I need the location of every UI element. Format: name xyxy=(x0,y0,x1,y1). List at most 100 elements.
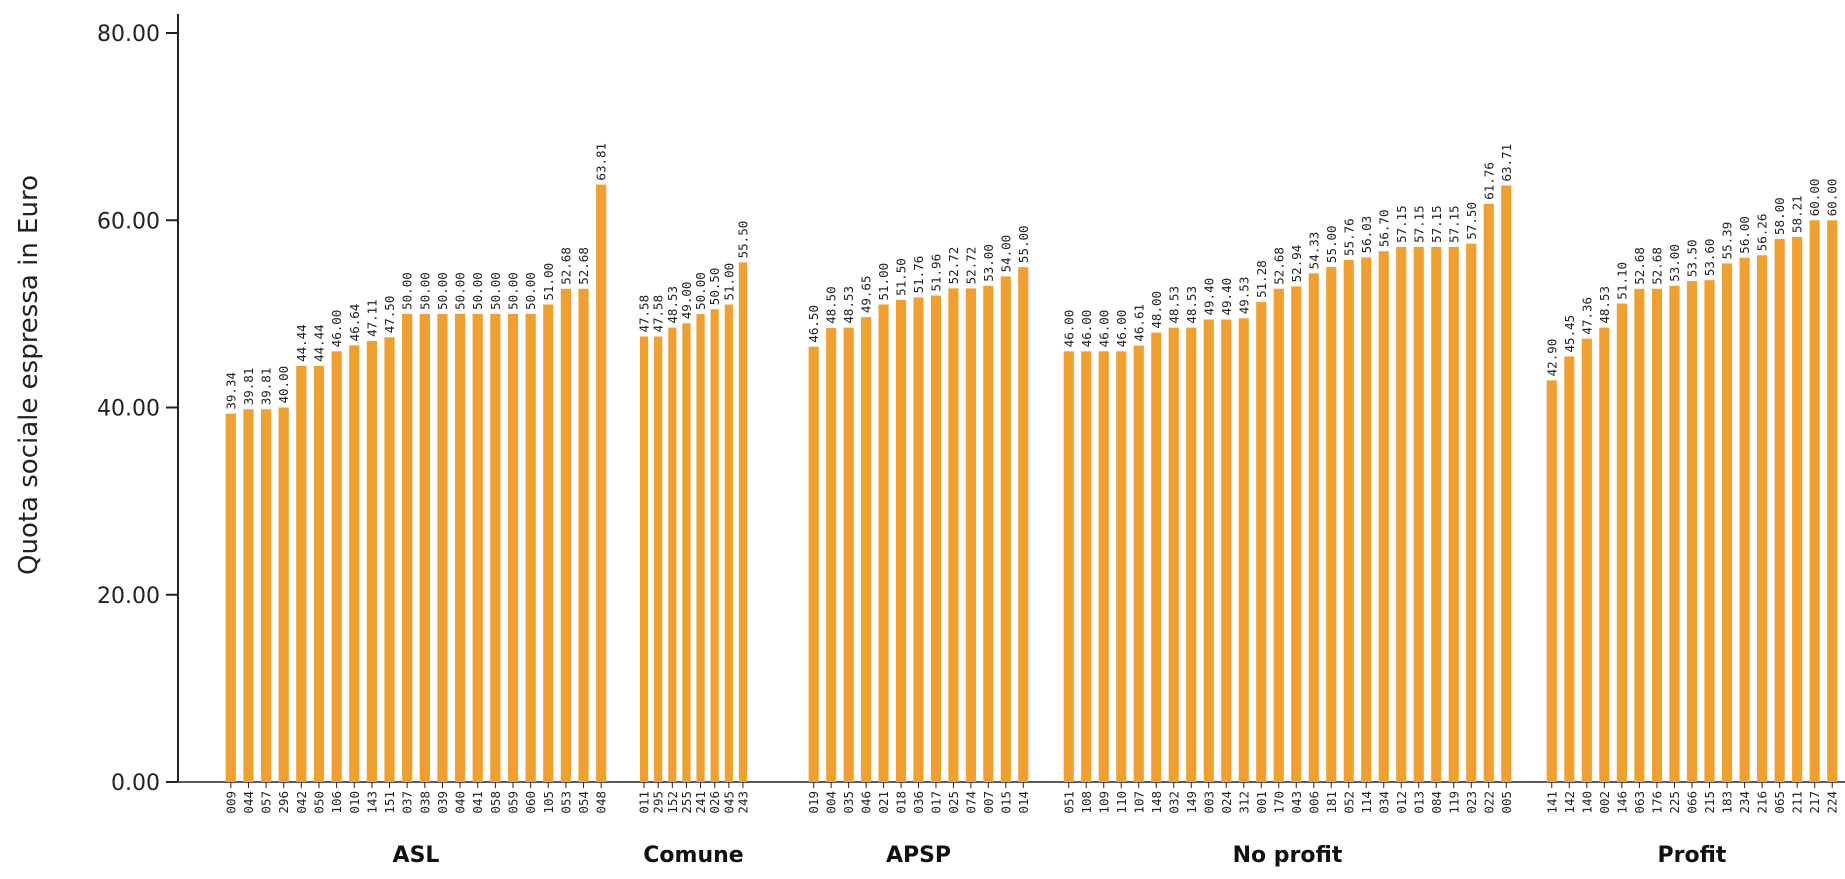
bar-no-profit xyxy=(1151,332,1162,782)
bar-no-profit xyxy=(1133,345,1144,782)
value-label: 50.00 xyxy=(506,272,521,310)
category-label: 142 xyxy=(1562,791,1577,814)
y-tick-label: 40.00 xyxy=(97,397,160,422)
category-label: 018 xyxy=(894,791,909,814)
value-label: 55.76 xyxy=(1341,218,1356,256)
bar-asl xyxy=(296,365,307,782)
bar-comune xyxy=(654,336,663,782)
category-label: 216 xyxy=(1755,791,1770,814)
value-label: 53.00 xyxy=(1667,244,1682,282)
value-label: 52.68 xyxy=(1649,247,1664,285)
bar-apsp xyxy=(878,304,889,782)
bar-no-profit xyxy=(1396,246,1407,783)
value-label: 53.50 xyxy=(1685,239,1700,277)
bar-comune xyxy=(696,313,705,782)
bar-apsp xyxy=(948,288,959,782)
category-label: 296 xyxy=(276,791,291,814)
bar-profit xyxy=(1581,338,1592,782)
value-label: 53.60 xyxy=(1702,239,1717,277)
value-label: 51.50 xyxy=(894,258,909,296)
bar-asl xyxy=(243,409,254,782)
bar-asl xyxy=(472,313,483,782)
value-label: 50.00 xyxy=(435,272,450,310)
category-label: 012 xyxy=(1394,791,1409,814)
category-label: 211 xyxy=(1790,791,1805,814)
y-tick-label: 0.00 xyxy=(111,771,160,796)
category-label: 059 xyxy=(506,791,521,814)
bar-apsp xyxy=(843,327,854,782)
bar-no-profit xyxy=(1466,243,1477,782)
value-label: 47.58 xyxy=(651,295,666,333)
category-label: 149 xyxy=(1184,791,1199,814)
bar-apsp xyxy=(983,285,994,782)
category-label: 001 xyxy=(1254,791,1269,814)
category-label: 035 xyxy=(841,791,856,814)
category-label: 057 xyxy=(259,791,274,814)
category-label: 011 xyxy=(637,791,652,814)
category-label: 053 xyxy=(558,791,573,814)
bar-profit xyxy=(1599,327,1610,782)
category-label: 074 xyxy=(963,791,978,814)
value-label: 51.96 xyxy=(928,254,943,292)
bar-asl xyxy=(454,313,466,782)
bar-comune xyxy=(639,336,649,782)
category-label: 146 xyxy=(1614,791,1629,814)
value-label: 51.10 xyxy=(1614,262,1629,300)
value-label: 48.53 xyxy=(1597,286,1612,324)
category-label: 046 xyxy=(859,791,874,814)
bar-apsp xyxy=(808,346,819,782)
category-label: 040 xyxy=(453,791,468,814)
category-label: 060 xyxy=(523,791,538,814)
category-label: 006 xyxy=(1306,791,1321,814)
category-label: 065 xyxy=(1772,791,1787,814)
bar-no-profit xyxy=(1413,246,1424,783)
category-label: 241 xyxy=(693,791,708,814)
bar-asl xyxy=(349,345,360,782)
bar-profit xyxy=(1792,237,1803,782)
value-label: 55.00 xyxy=(1324,225,1339,263)
bar-asl xyxy=(490,313,501,782)
category-label: 019 xyxy=(806,791,821,814)
value-label: 63.71 xyxy=(1499,144,1514,182)
bar-no-profit xyxy=(1238,318,1249,782)
group-label: APSP xyxy=(886,843,951,868)
y-tick-label: 80.00 xyxy=(97,22,160,47)
category-label: 041 xyxy=(470,791,485,814)
bar-asl xyxy=(331,351,342,782)
value-label: 52.72 xyxy=(963,247,978,285)
category-label: 026 xyxy=(707,791,722,814)
value-label: 48.50 xyxy=(824,286,839,324)
value-label: 48.53 xyxy=(665,286,680,324)
value-label: 46.00 xyxy=(1096,310,1111,348)
value-label: 58.00 xyxy=(1772,197,1787,235)
bar-profit xyxy=(1721,263,1733,782)
bar-no-profit xyxy=(1063,351,1074,782)
category-label: 048 xyxy=(594,791,609,814)
value-label: 60.00 xyxy=(1807,179,1822,217)
bar-asl xyxy=(225,413,236,782)
value-label: 48.53 xyxy=(841,286,856,324)
category-label: 042 xyxy=(294,791,309,814)
bar-apsp xyxy=(1000,276,1011,782)
category-label: 105 xyxy=(541,791,556,814)
bar-no-profit xyxy=(1326,267,1337,782)
value-label: 49.40 xyxy=(1219,278,1234,316)
value-label: 45.45 xyxy=(1562,315,1577,353)
bar-apsp xyxy=(965,288,976,782)
value-label: 57.15 xyxy=(1429,205,1444,243)
bar-no-profit xyxy=(1378,251,1389,783)
category-label: 225 xyxy=(1667,791,1682,814)
category-label: 176 xyxy=(1649,791,1664,814)
bar-profit xyxy=(1774,238,1785,783)
bar-profit xyxy=(1651,288,1663,782)
value-label: 55.50 xyxy=(735,221,750,259)
category-label: 023 xyxy=(1464,791,1479,814)
category-label: 140 xyxy=(1579,791,1594,814)
bar-no-profit xyxy=(1291,286,1302,782)
bar-no-profit xyxy=(1256,301,1267,782)
bar-apsp xyxy=(861,317,872,782)
bar-asl xyxy=(419,313,430,782)
bar-comune xyxy=(668,327,677,782)
value-label: 46.61 xyxy=(1131,304,1146,342)
